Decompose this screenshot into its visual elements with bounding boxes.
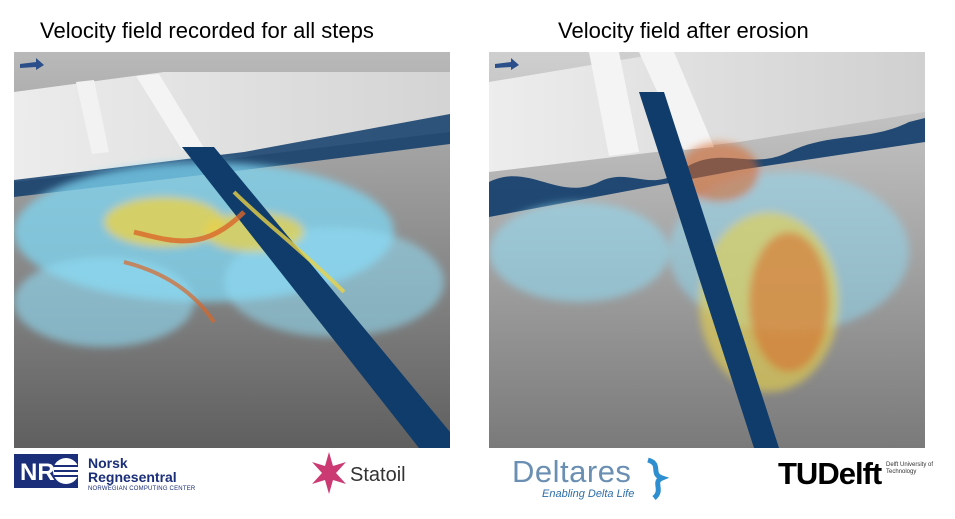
tudelft-subtitle: Delft University of Technology xyxy=(886,462,934,475)
left-panel-title: Velocity field recorded for all steps xyxy=(40,18,374,43)
nr-name: Norsk Regnesentral xyxy=(88,456,177,484)
deltares-wave-icon xyxy=(647,457,670,500)
tudelft-logo: TUDelft Delft University of Technology xyxy=(778,452,938,496)
left-velocity-render xyxy=(14,52,450,448)
statoil-logo: Statoil xyxy=(310,452,420,496)
tudelft-name: TUDelft xyxy=(778,456,882,491)
nr-subtitle: NORWEGIAN COMPUTING CENTER xyxy=(88,486,196,492)
statoil-star-icon xyxy=(312,452,346,494)
nr-mark-icon: NR xyxy=(14,454,78,488)
svg-text:NR: NR xyxy=(20,459,55,486)
nr-name-line1: Norsk xyxy=(88,455,128,471)
statoil-name: Statoil xyxy=(350,464,406,486)
deltares-name: Deltares xyxy=(512,454,632,489)
right-velocity-render xyxy=(489,52,925,448)
nr-name-line2: Regnesentral xyxy=(88,469,177,485)
right-panel-title: Velocity field after erosion xyxy=(558,18,809,43)
nr-logo: NR Norsk Regnesentral NORWEGIAN COMPUTIN… xyxy=(14,454,214,494)
deltares-tagline: Enabling Delta Life xyxy=(542,488,635,500)
deltares-logo: Deltares Enabling Delta Life xyxy=(512,454,682,504)
